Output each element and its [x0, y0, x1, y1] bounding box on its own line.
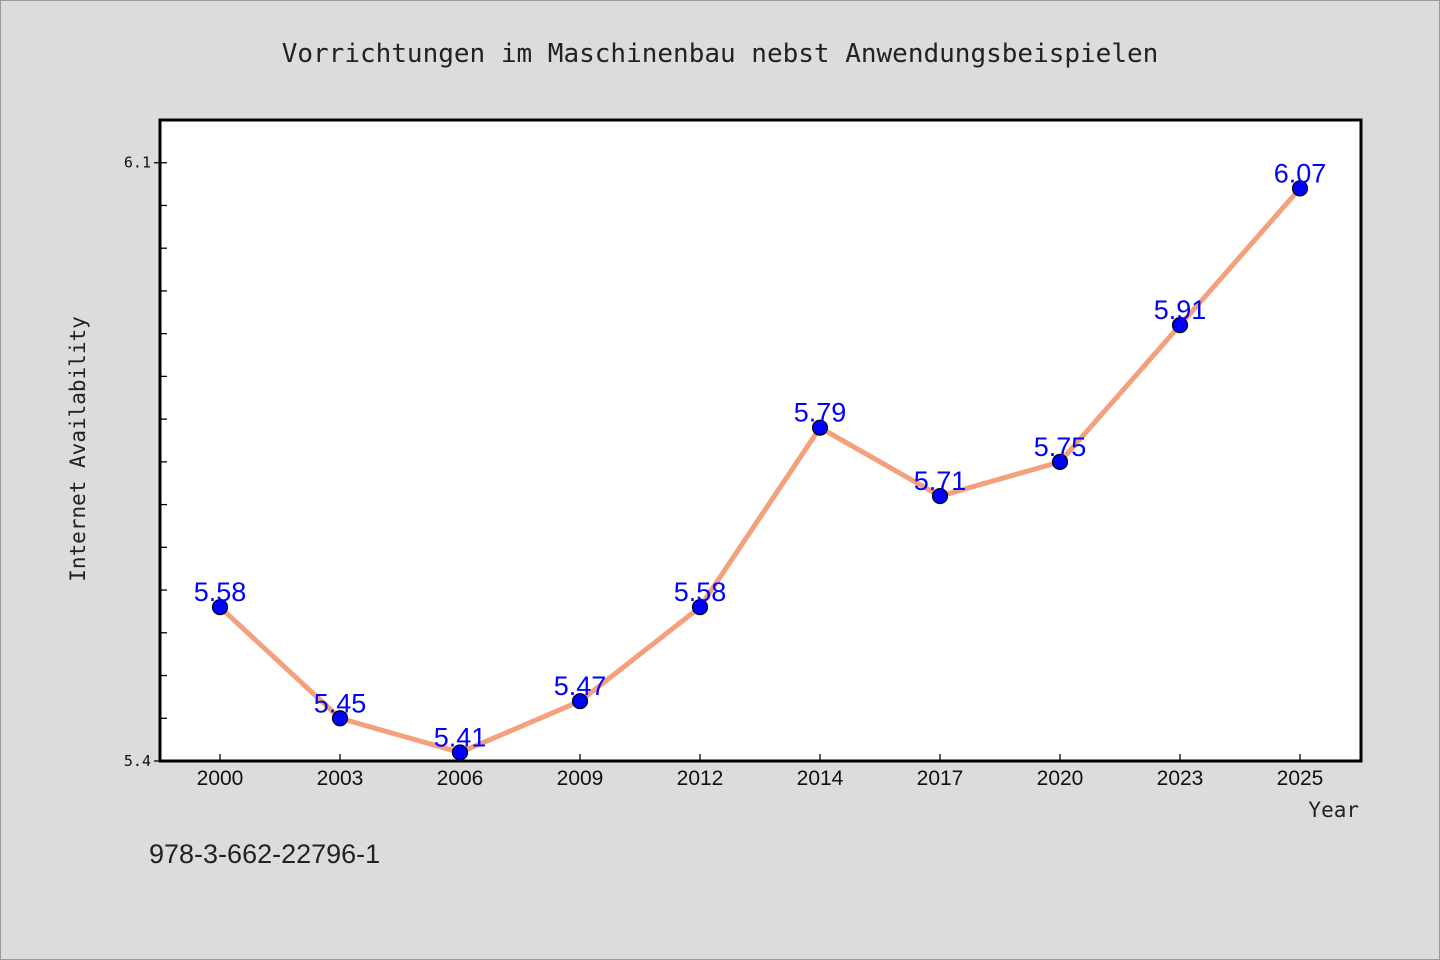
data-label: 5.41	[434, 722, 487, 752]
x-axis-ticks: 2000 2003 2006 2009 2012 2014 2017 2020 2023 2025	[197, 754, 1324, 790]
x-tick-label: 2003	[317, 767, 364, 790]
x-tick-label: 2020	[1037, 767, 1084, 790]
data-label: 5.75	[1034, 432, 1087, 462]
y-tick-label: 5.4	[124, 752, 151, 770]
data-point	[811, 419, 829, 436]
y-axis-ticks: 5.4 6.1	[124, 154, 167, 770]
data-point	[571, 693, 589, 710]
x-tick-label: 2000	[197, 767, 244, 790]
data-markers	[211, 180, 1309, 761]
data-label: 5.58	[194, 577, 247, 607]
data-point	[691, 599, 709, 616]
x-tick-label: 2012	[677, 767, 724, 790]
data-label: 5.71	[914, 466, 967, 496]
chart-title: Vorrichtungen im Maschinenbau nebst Anwe…	[282, 39, 1159, 69]
data-point	[211, 599, 229, 616]
x-tick-label: 2025	[1277, 767, 1324, 790]
x-axis-label: Year	[1308, 798, 1359, 822]
isbn-text: 978-3-662-22796-1	[149, 839, 380, 869]
data-label: 6.07	[1274, 158, 1327, 188]
data-label: 5.91	[1154, 295, 1207, 325]
data-point	[931, 487, 949, 505]
y-tick-label: 6.1	[124, 154, 151, 172]
data-point	[1291, 180, 1309, 197]
data-labels: 5.58 5.45 5.41 5.47 5.58 5.79 5.71 5.75 5.91 6.07	[194, 158, 1327, 752]
data-label: 5.45	[314, 688, 367, 718]
x-tick-label: 2006	[437, 767, 484, 790]
x-tick-label: 2014	[797, 767, 844, 790]
y-axis-label: Internet Availability	[66, 316, 90, 582]
x-tick-label: 2023	[1157, 767, 1204, 790]
data-point	[331, 710, 349, 727]
data-point	[451, 744, 469, 761]
plot-area	[158, 118, 1363, 763]
x-tick-label: 2017	[917, 767, 964, 790]
x-tick-label: 2009	[557, 767, 604, 790]
data-point	[1171, 317, 1189, 334]
data-label: 5.79	[794, 398, 847, 428]
data-point	[1051, 453, 1069, 470]
data-label: 5.58	[674, 577, 727, 607]
series-line	[217, 185, 1303, 755]
data-label: 5.47	[554, 671, 607, 701]
